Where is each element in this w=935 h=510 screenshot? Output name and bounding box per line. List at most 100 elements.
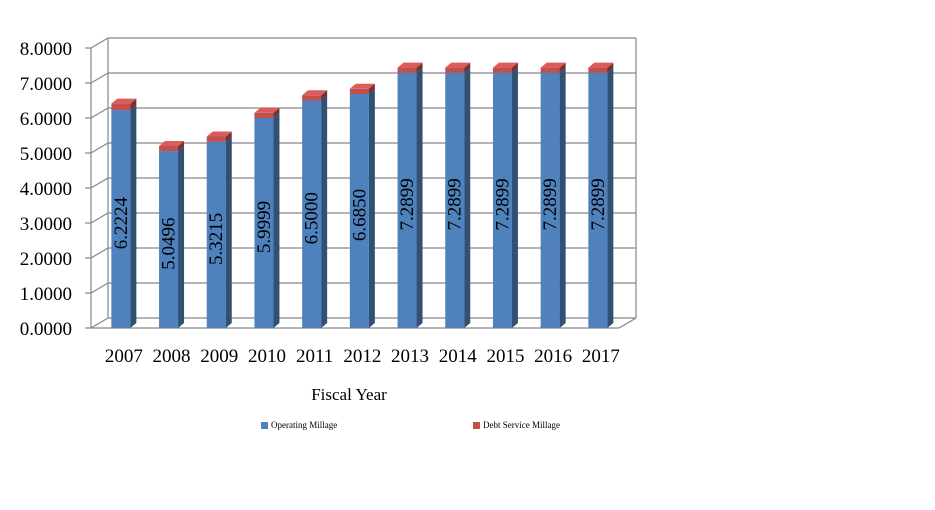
bar-front-face [445, 72, 465, 328]
bar-debt-2011 [302, 90, 328, 101]
y-tick-label: 6.0000 [20, 109, 72, 130]
bar-debt-2009 [206, 131, 232, 142]
bar-side-face [130, 98, 137, 111]
x-tick-label-2013: 2013 [391, 346, 429, 367]
y-tick-label: 1.0000 [20, 284, 72, 305]
bar-front-face [111, 110, 131, 328]
bar-top-face [254, 107, 280, 113]
side-wall-line [90, 37, 109, 49]
bar-front-face [492, 67, 512, 73]
bar-side-face [559, 67, 566, 328]
bar-front-face [159, 151, 179, 328]
bar-top-face [445, 62, 471, 68]
bar-front-face [206, 136, 226, 142]
bar-operating-2008 [159, 146, 185, 328]
bar-operating-2015 [492, 67, 518, 328]
bar-debt-2015 [492, 62, 518, 73]
bar-front-face [254, 112, 274, 119]
x-tick-label-2015: 2015 [486, 346, 524, 367]
side-wall-line [90, 247, 109, 259]
bar-side-face [368, 89, 375, 329]
data-label-2015: 7.2899 [492, 178, 513, 230]
bar-top-face [206, 131, 232, 137]
side-wall-line [90, 282, 109, 294]
bar-front-face [111, 103, 131, 111]
bar-operating-2010 [254, 113, 280, 328]
y-tick-label: 7.0000 [20, 74, 72, 95]
bar-top-face [588, 62, 614, 68]
bar-front-face [588, 72, 608, 328]
bar-side-face [416, 67, 423, 328]
side-wall-line [90, 142, 109, 154]
bar-front-face [445, 67, 465, 73]
bar-side-face [559, 62, 566, 73]
data-label-2008: 5.0496 [159, 218, 180, 270]
x-tick-label-2011: 2011 [296, 346, 333, 367]
bar-top-face [302, 90, 328, 96]
x-tick-label-2010: 2010 [248, 346, 286, 367]
bar-operating-2012 [349, 89, 375, 329]
bar-side-face [511, 62, 518, 73]
x-tick-label-2017: 2017 [582, 346, 620, 367]
bar-side-face [273, 113, 280, 328]
bar-top-face [492, 62, 518, 68]
side-wall-line [90, 177, 109, 189]
bar-front-face [159, 146, 179, 152]
y-tick-label: 5.0000 [20, 144, 72, 165]
bar-debt-2012 [349, 83, 375, 95]
data-label-2011: 6.5000 [302, 192, 323, 244]
bars: 6.2224 5.0496 5.3215 5.9999 6.5000 6.6850 7.28… [111, 62, 614, 329]
legend: Operating Millage Debt Service Millage [0, 420, 935, 436]
data-label-2017: 7.2899 [588, 178, 609, 230]
y-tick-label: 4.0000 [20, 179, 72, 200]
y-tick-label: 3.0000 [20, 214, 72, 235]
bar-side-face [273, 107, 280, 119]
bar-side-face [130, 105, 137, 328]
legend-label-debt: Debt Service Millage [483, 420, 560, 430]
bar-side-face [464, 62, 471, 73]
legend-item-debt: Debt Service Millage [473, 420, 560, 430]
bar-side-face [607, 62, 614, 73]
data-label-2010: 5.9999 [254, 201, 275, 253]
bar-side-face [178, 146, 185, 328]
bar-debt-2016 [540, 62, 566, 73]
bar-front-face [349, 94, 369, 329]
y-tick-labels: 0.0000 1.0000 2.0000 3.0000 4.0000 5.0000 6.00… [20, 39, 72, 340]
bar-front-face [397, 72, 417, 328]
bar-front-face [349, 88, 369, 95]
bar-side-face [368, 83, 375, 95]
data-label-2007: 6.2224 [111, 196, 132, 249]
bar-side-face [225, 136, 232, 328]
side-wall-line [90, 107, 109, 119]
data-label-2013: 7.2899 [397, 178, 418, 230]
data-label-2014: 7.2899 [445, 178, 466, 230]
x-tick-label-2016: 2016 [534, 346, 572, 367]
bar-debt-2014 [445, 62, 471, 73]
x-tick-label-2007: 2007 [105, 346, 143, 367]
legend-swatch-operating [261, 421, 268, 429]
y-tick-label: 8.0000 [20, 39, 72, 60]
bar-front-face [254, 118, 274, 328]
legend-label-operating: Operating Millage [271, 420, 338, 430]
legend-swatch-debt [473, 421, 480, 429]
bar-debt-2010 [254, 107, 280, 119]
bar-side-face [511, 67, 518, 328]
bar-operating-2009 [206, 136, 232, 328]
x-tick-label-2008: 2008 [153, 346, 191, 367]
bar-front-face [540, 72, 560, 328]
data-label-2016: 7.2899 [540, 178, 561, 230]
bar-top-face [159, 141, 185, 147]
bar-top-face [111, 98, 137, 104]
bar-top-face [397, 62, 423, 68]
bar-front-face [588, 67, 608, 73]
bar-operating-2007 [111, 105, 137, 328]
bar-debt-2017 [588, 62, 614, 73]
x-tick-label-2012: 2012 [343, 346, 381, 367]
bar-side-face [321, 95, 328, 328]
bar-front-face [492, 72, 512, 328]
side-wall-line [90, 72, 109, 84]
y-tick-label: 0.0000 [20, 319, 72, 340]
bar-front-face [302, 95, 322, 101]
floor-right-edge [618, 317, 637, 329]
data-label-2009: 5.3215 [206, 213, 227, 265]
